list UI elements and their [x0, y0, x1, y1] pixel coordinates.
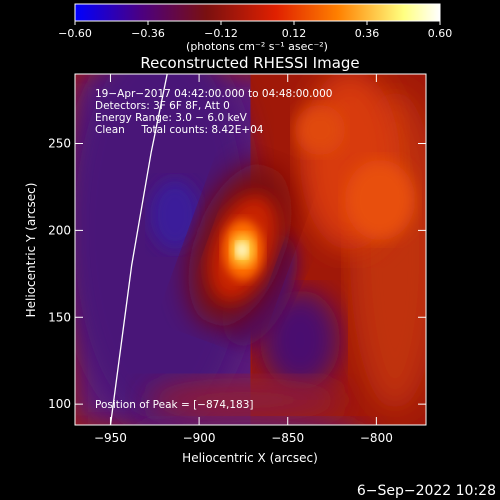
observation-info: 19−Apr−2017 04:42:00.000 to 04:48:00.000… [95, 88, 332, 136]
y-tick-label: 200 [48, 223, 71, 237]
plot-frame [74, 73, 427, 426]
x-axis-label: Heliocentric X (arcsec) [182, 451, 318, 465]
info-line-clean: Clean Total counts: 8.42E+04 [95, 124, 264, 136]
colorbar-tick-label: 0.60 [428, 27, 453, 40]
y-tick-label: 150 [48, 310, 71, 324]
x-axis-ticks: −950 −900 −850 −800 [94, 74, 393, 445]
colorbar-ticks: −0.60 −0.36 −0.12 0.12 0.36 0.60 [58, 21, 452, 40]
render-timestamp: 6−Sep−2022 10:28 [357, 483, 496, 499]
colorbar-tick-label: 0.36 [355, 27, 380, 40]
colorbar-tick-label: −0.60 [58, 27, 92, 40]
heatmap-image [75, 74, 426, 425]
info-line-time: 19−Apr−2017 04:42:00.000 to 04:48:00.000 [95, 88, 332, 100]
y-tick-label: 100 [48, 397, 71, 411]
x-tick-label: −950 [94, 431, 127, 445]
colorbar [74, 3, 441, 22]
colorbar-tick-label: −0.12 [204, 27, 238, 40]
y-axis-label: Heliocentric Y (arcsec) [24, 183, 38, 318]
x-tick-label: −800 [360, 431, 393, 445]
info-line-energy: Energy Range: 3.0 − 6.0 keV [95, 112, 248, 124]
x-tick-label: −850 [271, 431, 304, 445]
colorbar-tick-label: 0.12 [282, 27, 307, 40]
chart-title: Reconstructed RHESSI Image [140, 54, 359, 72]
colorbar-tick-label: −0.36 [131, 27, 165, 40]
info-line-detectors: Detectors: 3F 6F 8F, Att 0 [95, 100, 230, 112]
y-tick-label: 250 [48, 137, 71, 151]
colorbar-unit-label: (photons cm⁻² s⁻¹ asec⁻²) [186, 40, 328, 53]
y-axis-ticks: 100 150 200 250 [48, 137, 426, 411]
x-tick-label: −900 [183, 431, 216, 445]
solar-limb-curve [109, 74, 168, 425]
peak-position-label: Position of Peak = [−874,183] [95, 399, 254, 411]
